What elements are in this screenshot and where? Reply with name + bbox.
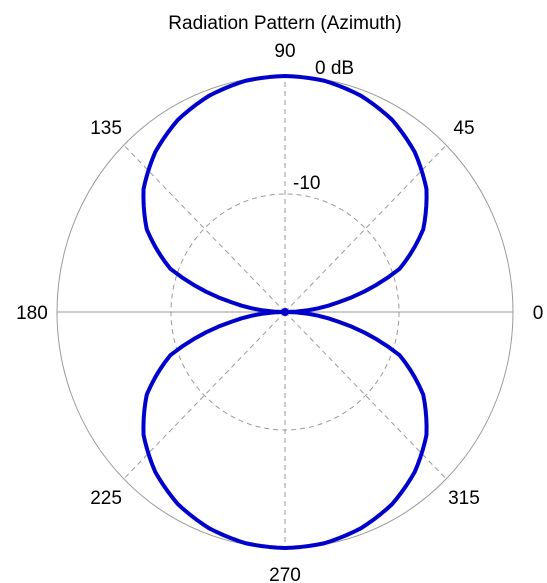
angle-label-0: 0 [533, 303, 544, 324]
angle-label-45: 45 [453, 118, 474, 139]
angle-label-225: 225 [90, 488, 122, 509]
spoke-45 [284, 144, 447, 313]
spoke-315 [284, 311, 447, 480]
spoke-135 [123, 144, 286, 313]
spoke-225 [123, 311, 286, 480]
radial-tick-label-1: -10 [293, 173, 320, 194]
angle-label-270: 270 [269, 565, 301, 583]
angle-labels: 0 45 90 135 180 225 270 315 0 dB -10 [16, 41, 543, 583]
angle-label-90: 90 [274, 41, 295, 62]
angle-label-180: 180 [16, 303, 48, 324]
angle-label-315: 315 [448, 488, 480, 509]
angle-label-135: 135 [90, 118, 122, 139]
series-layer [141, 74, 429, 550]
radial-tick-label-0: 0 dB [315, 58, 354, 79]
center-point [281, 308, 289, 316]
chart-title: Radiation Pattern (Azimuth) [168, 13, 401, 34]
